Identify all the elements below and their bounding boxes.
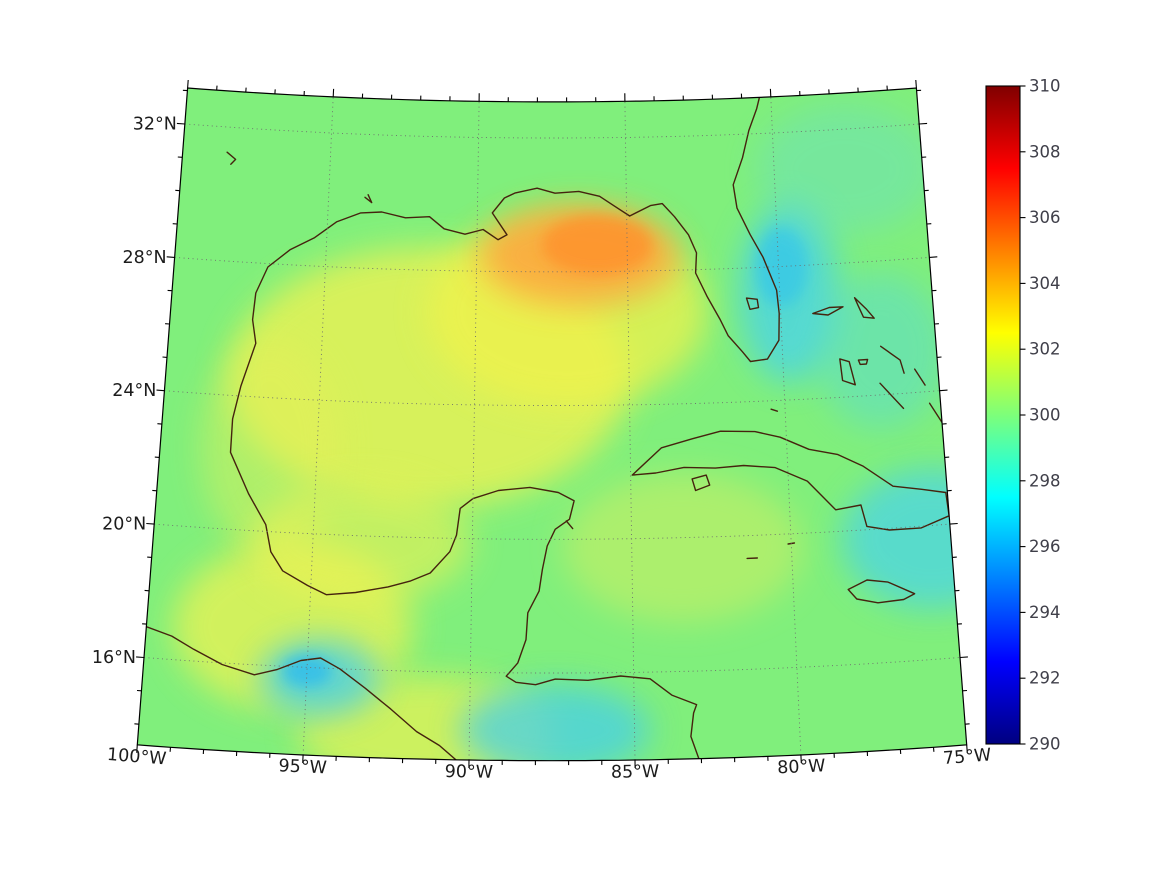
graticule-meridian [468, 101, 480, 761]
lon-tick-label: 100°W [106, 745, 167, 770]
axis-tick [959, 656, 968, 659]
coastline [226, 151, 237, 165]
map-plot: 32°N 28°N 24°N 20°N 16°N 100°W 95°W 90°W… [92, 79, 992, 783]
lon-tick-label: 85°W [611, 762, 660, 783]
graticule-meridian [770, 96, 802, 756]
coastline [812, 306, 844, 316]
coastline [879, 382, 905, 410]
field-blob [542, 214, 653, 275]
lat-tick-label: 28°N [122, 248, 166, 268]
coastline [839, 358, 856, 386]
axis-tick [146, 522, 155, 525]
field-blob [841, 468, 967, 609]
graticule-parallel [164, 390, 940, 406]
colorbar-tick-label: 308 [1029, 142, 1061, 161]
coastline [857, 358, 869, 366]
colorbar-tick-label: 294 [1029, 603, 1061, 622]
axis-tick [187, 79, 189, 89]
lat-tick-label: 20°N [102, 515, 146, 535]
field-blob [755, 226, 808, 307]
axis-tick [915, 79, 917, 89]
colorbar-tick-label: 296 [1029, 537, 1061, 556]
coastline [914, 368, 926, 386]
colorbar-tick-label: 292 [1029, 669, 1061, 688]
lon-tick-label: 75°W [942, 745, 992, 769]
coastline [142, 624, 460, 761]
coastline [770, 408, 779, 412]
colorbar-tick-label: 310 [1029, 77, 1061, 96]
axis-ticks [134, 79, 970, 769]
latitude-axis-labels: 32°N 28°N 24°N 20°N 16°N [92, 115, 177, 669]
lat-tick-label: 16°N [92, 648, 136, 668]
colorbar-labels: 310 308 306 304 302 300 298 296 294 292 … [1029, 77, 1061, 754]
axis-tick [939, 389, 948, 392]
axis-tick [136, 656, 145, 659]
coastline [745, 297, 760, 310]
colorbar-tick-label: 306 [1029, 208, 1061, 227]
colorbar-ticks [1020, 85, 1026, 745]
coastline [364, 194, 373, 204]
field-blob [460, 684, 651, 761]
colorbar-tick-label: 302 [1029, 340, 1061, 359]
colorbar-tick-label: 298 [1029, 471, 1061, 490]
graticule-meridian [302, 96, 334, 756]
coastline [853, 297, 875, 319]
coastlines [142, 92, 950, 761]
field-blob [250, 482, 471, 603]
map-frame [136, 87, 968, 762]
lat-tick-label: 24°N [112, 381, 156, 401]
lon-tick-label: 80°W [777, 756, 826, 778]
colorbar-tick-label: 290 [1029, 735, 1061, 754]
graticule-meridian [624, 101, 636, 761]
colorbar: 310 308 306 304 302 300 298 296 294 292 … [985, 77, 1061, 754]
coastline [880, 345, 905, 374]
graticule [143, 96, 961, 761]
axis-tick [929, 256, 938, 258]
colorbar-gradient [985, 85, 1021, 745]
lon-tick-label: 95°W [278, 756, 327, 778]
field-blob [562, 472, 803, 623]
coastline [928, 402, 943, 424]
colorbar-tick-label: 300 [1029, 406, 1061, 425]
field-blob [816, 273, 946, 430]
coastline [565, 520, 574, 530]
field-blob [755, 104, 936, 235]
graticule-parallel [184, 123, 920, 139]
lon-tick-label: 90°W [445, 762, 494, 783]
axis-tick [919, 122, 928, 125]
axis-tick [176, 122, 185, 125]
colorbar-tick-label: 304 [1029, 274, 1061, 293]
lat-tick-label: 32°N [133, 115, 177, 135]
axis-tick [949, 522, 958, 525]
axis-tick [136, 744, 138, 753]
longitude-axis-labels: 100°W 95°W 90°W 85°W 80°W 75°W [106, 745, 992, 783]
axis-tick [966, 744, 968, 753]
coastline [847, 579, 916, 604]
axis-tick [166, 256, 175, 258]
coastline [691, 474, 711, 492]
axis-tick [156, 389, 165, 392]
coastline [229, 92, 780, 761]
temperature-field [172, 104, 967, 761]
